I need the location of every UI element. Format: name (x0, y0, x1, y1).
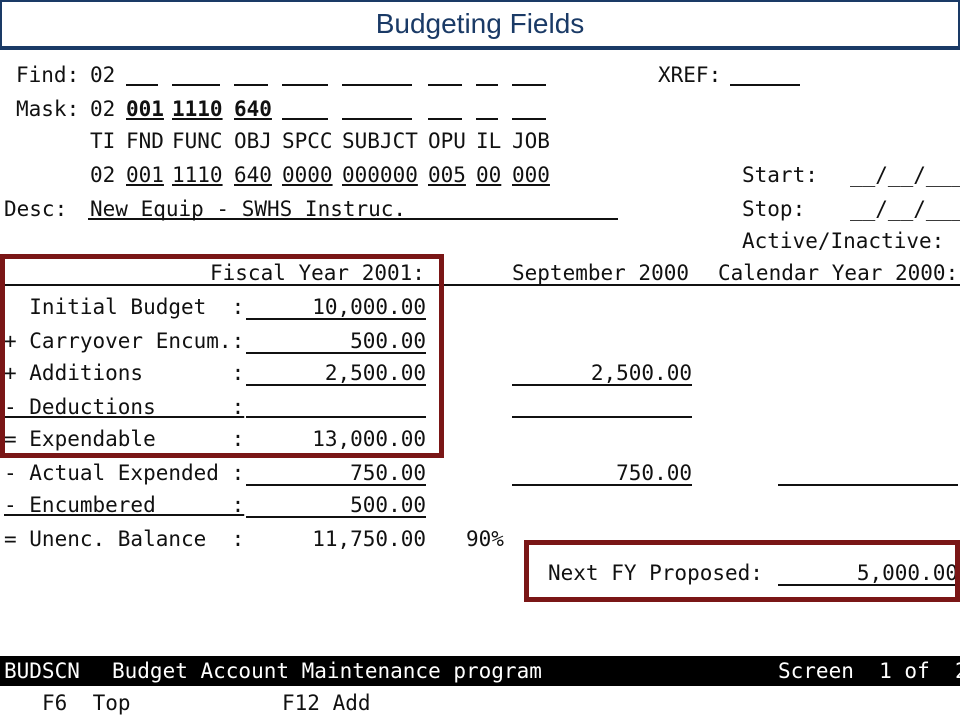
program-name: Budget Account Maintenance program (112, 659, 542, 683)
mask-spcc-field[interactable] (282, 118, 328, 120)
f12-add-key[interactable]: F12 Add (282, 691, 371, 715)
f6-top-key[interactable]: F6 Top (42, 691, 131, 715)
deductions-fiscal-field[interactable] (246, 416, 426, 418)
header-month: September 2000 (512, 261, 690, 285)
find-job-field[interactable] (512, 84, 546, 86)
header-calendar-year: Calendar Year 2000: (718, 261, 959, 285)
start-label: Start: (742, 163, 818, 187)
find-ti-value: 02 (90, 63, 116, 87)
account-ti: 02 (90, 163, 116, 187)
start-date-field[interactable]: __/__/___ (850, 163, 960, 187)
additions-fiscal-field[interactable] (246, 384, 426, 386)
actual-expended-fiscal-field[interactable] (246, 484, 426, 486)
find-il-field[interactable] (476, 84, 498, 86)
stop-label: Stop: (742, 197, 806, 221)
additions-label: + Additions : (4, 361, 245, 385)
mask-fnd-value[interactable]: 001 (126, 97, 164, 121)
initial-budget-field[interactable] (246, 318, 426, 320)
title-rule (2, 46, 958, 50)
screen-indicator: Screen 1 of 2 (778, 659, 960, 683)
unenc-balance-label: = Unenc. Balance : (4, 527, 245, 551)
col-il: IL (476, 129, 502, 153)
col-opu: OPU (428, 129, 466, 153)
carryover-field[interactable] (246, 352, 426, 354)
expendable-label: = Expendable : (4, 427, 245, 451)
header-fiscal-year: Fiscal Year 2001: (210, 261, 425, 285)
status-bar: BUDSCN Budget Account Maintenance progra… (0, 656, 960, 686)
program-code: BUDSCN (4, 659, 80, 683)
actual-expended-label: - Actual Expended : (4, 461, 245, 485)
find-obj-field[interactable] (234, 84, 268, 86)
xref-field[interactable] (730, 84, 800, 86)
stop-date-field[interactable]: __/__/___ (850, 197, 960, 221)
encumbered-label: - Encumbered : (4, 493, 245, 517)
col-subjct: SUBJCT (342, 129, 418, 153)
actual-expended-fiscal: 750.00 (350, 461, 426, 485)
encumbered-fiscal: 500.00 (350, 493, 426, 517)
next-fy-value: 5,000.00 (856, 561, 958, 585)
initial-budget-label: Initial Budget : (4, 295, 245, 319)
desc-label: Desc: (4, 197, 68, 221)
section-divider (0, 284, 960, 286)
col-obj: OBJ (234, 129, 272, 153)
unenc-balance-percent: 90% (466, 527, 504, 551)
mask-obj-value[interactable]: 640 (234, 97, 272, 121)
find-opu-field[interactable] (428, 84, 462, 86)
budget-highlight-box (0, 254, 444, 458)
desc-field[interactable]: New Equip - SWHS Instruc. (90, 197, 407, 221)
additions-fiscal: 2,500.00 (324, 361, 426, 385)
desc-field-underline (88, 218, 618, 220)
slide-title: Budgeting Fields (375, 8, 585, 39)
find-subjct-field[interactable] (342, 84, 412, 86)
account-opu[interactable]: 005 (428, 163, 466, 187)
next-fy-highlight-box (524, 540, 960, 602)
actual-expended-month-field[interactable] (512, 484, 692, 486)
account-fnd[interactable]: 001 (126, 163, 164, 187)
additions-month-field[interactable] (512, 384, 692, 386)
additions-month: 2,500.00 (590, 361, 692, 385)
account-il[interactable]: 00 (476, 163, 502, 187)
next-fy-field[interactable] (778, 584, 958, 586)
expendable-fiscal: 13,000.00 (312, 427, 426, 451)
col-ti: TI (90, 129, 116, 153)
mask-subjct-field[interactable] (342, 118, 412, 120)
mask-label: Mask: (16, 97, 80, 121)
col-fnd: FND (126, 129, 164, 153)
actual-expended-month: 750.00 (616, 461, 692, 485)
account-obj[interactable]: 640 (234, 163, 272, 187)
next-fy-label: Next FY Proposed: (548, 561, 763, 585)
xref-label: XREF: (658, 63, 722, 87)
col-spcc: SPCC (282, 129, 333, 153)
mask-opu-field[interactable] (428, 118, 462, 120)
col-job: JOB (512, 129, 550, 153)
account-subjct[interactable]: 000000 (342, 163, 418, 187)
unenc-balance-fiscal: 11,750.00 (312, 527, 426, 551)
find-fnd-field[interactable] (126, 84, 158, 86)
actual-expended-calendar-field[interactable] (778, 484, 958, 486)
initial-budget-fiscal: 10,000.00 (312, 295, 426, 319)
carryover-fiscal: 500.00 (350, 329, 426, 353)
encumbered-fiscal-field[interactable] (246, 516, 426, 518)
account-job[interactable]: 000 (512, 163, 550, 187)
find-spcc-field[interactable] (282, 84, 328, 86)
mask-func-value[interactable]: 1110 (172, 97, 223, 121)
account-func[interactable]: 1110 (172, 163, 223, 187)
deductions-month-field[interactable] (512, 416, 692, 418)
mask-il-field[interactable] (476, 118, 498, 120)
active-inactive-label: Active/Inactive: (742, 229, 945, 253)
find-label: Find: (16, 63, 80, 87)
carryover-label: + Carryover Encum.: (4, 329, 245, 353)
mask-job-field[interactable] (512, 118, 546, 120)
slide-title-bar: Budgeting Fields (0, 0, 960, 50)
account-spcc[interactable]: 0000 (282, 163, 333, 187)
mask-ti-value: 02 (90, 97, 116, 121)
deductions-label: - Deductions : (4, 395, 245, 419)
col-func: FUNC (172, 129, 223, 153)
find-func-field[interactable] (172, 84, 220, 86)
